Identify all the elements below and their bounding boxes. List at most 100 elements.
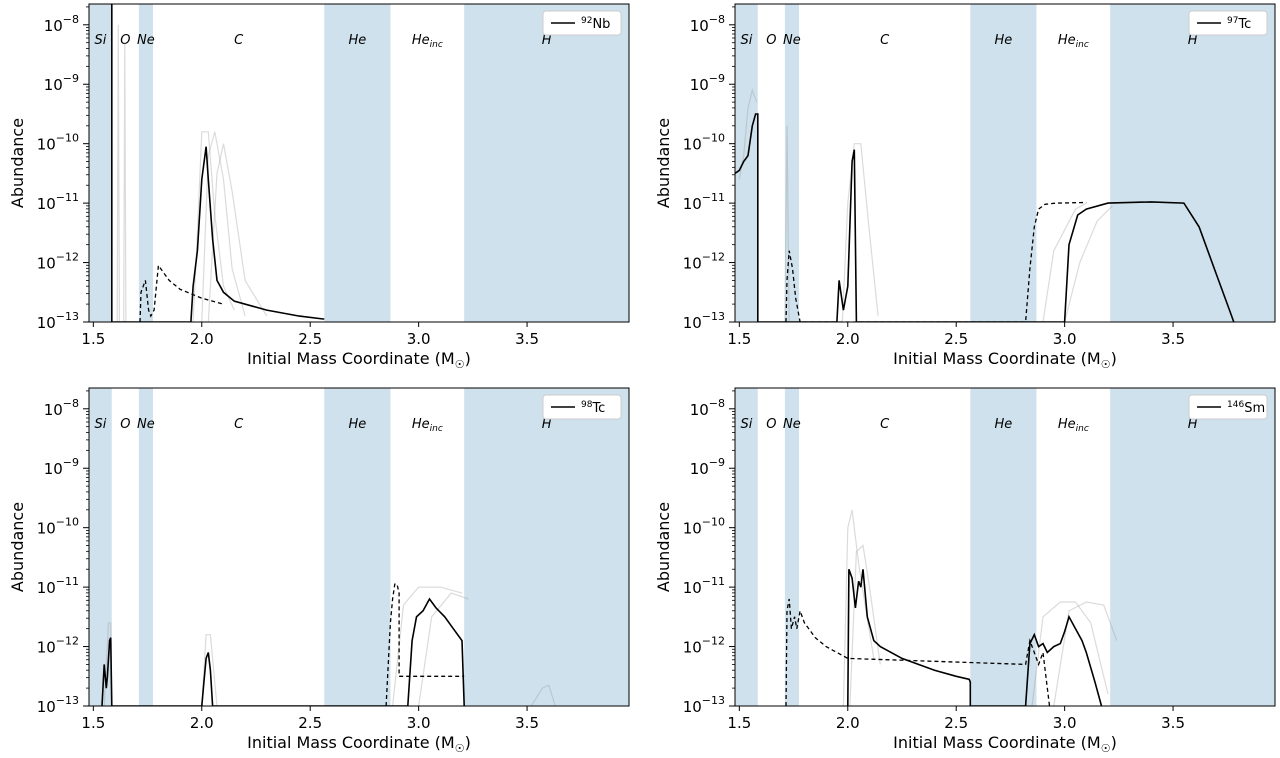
legend: 98Tc xyxy=(542,394,622,420)
x-tick-label: 1.5 xyxy=(727,330,751,348)
zone-label-1: O xyxy=(766,33,776,48)
zone-label-2: Ne xyxy=(783,417,801,432)
faint-line-2 xyxy=(1031,601,1109,706)
y-tick-label: 10−11 xyxy=(683,191,725,213)
faint-line-1 xyxy=(849,544,881,706)
y-axis-label: Abundance xyxy=(654,502,673,592)
zone-label-6: H xyxy=(1188,33,1198,48)
y-axis-label: Abundance xyxy=(8,502,27,592)
zone-label-2: Ne xyxy=(137,417,155,432)
legend: 146Sm xyxy=(1188,394,1268,420)
solid-line xyxy=(735,113,1235,322)
faint-line-3 xyxy=(418,592,469,706)
zone-label-6: H xyxy=(542,33,552,48)
zone-band-2 xyxy=(138,388,153,706)
y-tick-label: 10−9 xyxy=(44,456,79,478)
zone-band-4 xyxy=(970,4,1037,322)
x-tick-label: 2.0 xyxy=(190,714,214,732)
x-axis-label: Initial Mass Coordinate (M☉) xyxy=(247,733,471,755)
y-tick-label: 10−8 xyxy=(44,397,79,419)
faint-line-4 xyxy=(530,684,556,706)
faint-line-3 xyxy=(1053,601,1118,706)
zone-label-1: O xyxy=(766,417,776,432)
faint-line-1 xyxy=(201,131,246,322)
legend-label: 146Sm xyxy=(1227,400,1265,416)
legend: 92Nb xyxy=(542,10,622,36)
zone-band-0 xyxy=(735,4,758,322)
axes-frame xyxy=(734,387,1276,707)
x-tick-label: 3.0 xyxy=(407,714,431,732)
zone-label-1: O xyxy=(120,33,130,48)
zone-label-4: He xyxy=(348,417,366,432)
panel-146sm: Si O Ne C He Heinc H 1.5 2.0 2.5 3.0 3.5 10−8 10−9 10−… xyxy=(654,387,1276,755)
y-tick-label: 10−9 xyxy=(690,72,725,94)
y-tick-label: 10−8 xyxy=(690,397,725,419)
zone-band-2 xyxy=(784,4,799,322)
x-tick-label: 2.5 xyxy=(944,714,968,732)
faint-line-2 xyxy=(207,143,268,322)
zone-band-0 xyxy=(735,388,758,706)
y-tick-label: 10−13 xyxy=(37,310,79,332)
faint-line-3 xyxy=(116,24,120,322)
axes-frame xyxy=(88,387,630,707)
zone-band-6 xyxy=(1110,4,1275,322)
zone-label-0: Si xyxy=(94,417,106,432)
zone-label-2: Ne xyxy=(137,33,155,48)
legend-label: 92Nb xyxy=(581,16,610,32)
zone-label-3: C xyxy=(234,33,244,48)
faint-line-4 xyxy=(123,42,127,322)
faint-line-0 xyxy=(192,131,235,322)
y-tick-label: 10−12 xyxy=(37,635,79,657)
y-tick-label: 10−12 xyxy=(683,251,725,273)
legend-label: 98Tc xyxy=(581,400,605,416)
axes-frame xyxy=(734,3,1276,323)
legend-label: 97Tc xyxy=(1227,16,1251,32)
faint-line-1 xyxy=(841,143,879,322)
zone-label-3: C xyxy=(880,33,890,48)
zone-label-0: Si xyxy=(94,33,106,48)
faint-line-3 xyxy=(1064,205,1113,322)
x-tick-label: 1.5 xyxy=(727,714,751,732)
y-tick-label: 10−10 xyxy=(37,132,79,154)
zone-label-4: He xyxy=(348,33,366,48)
solid-line xyxy=(111,4,325,322)
solid-line xyxy=(101,597,465,706)
solid-line xyxy=(847,569,1103,706)
zone-label-5: Heinc xyxy=(412,33,443,50)
x-tick-label: 2.0 xyxy=(190,330,214,348)
zone-band-2 xyxy=(784,388,799,706)
x-tick-label: 1.5 xyxy=(81,714,105,732)
zone-band-2 xyxy=(138,4,153,322)
y-tick-label: 10−12 xyxy=(683,635,725,657)
faint-line-2 xyxy=(392,586,463,706)
y-tick-label: 10−11 xyxy=(683,575,725,597)
y-tick-label: 10−10 xyxy=(683,132,725,154)
zone-label-4: He xyxy=(994,417,1012,432)
zone-label-1: O xyxy=(120,417,130,432)
y-axis-label: Abundance xyxy=(654,118,673,208)
zone-label-0: Si xyxy=(740,417,752,432)
zone-band-0 xyxy=(89,388,112,706)
x-axis-label: Initial Mass Coordinate (M☉) xyxy=(893,733,1117,755)
zone-label-6: H xyxy=(1188,417,1198,432)
y-tick-label: 10−13 xyxy=(37,694,79,716)
axes-frame xyxy=(88,3,630,323)
faint-line-2 xyxy=(1042,202,1087,322)
zone-label-5: Heinc xyxy=(412,417,443,434)
dashed-line xyxy=(139,263,224,322)
zone-label-4: He xyxy=(994,33,1012,48)
y-tick-label: 10−13 xyxy=(683,310,725,332)
faint-line-1 xyxy=(201,634,218,706)
y-tick-label: 10−9 xyxy=(690,456,725,478)
y-axis-label: Abundance xyxy=(8,118,27,208)
zone-label-0: Si xyxy=(740,33,752,48)
x-axis-label: Initial Mass Coordinate (M☉) xyxy=(247,349,471,371)
x-tick-label: 3.0 xyxy=(1053,330,1077,348)
zone-band-0 xyxy=(89,4,112,322)
x-tick-label: 2.5 xyxy=(298,330,322,348)
y-tick-label: 10−11 xyxy=(37,575,79,597)
y-tick-label: 10−11 xyxy=(37,191,79,213)
x-tick-label: 2.0 xyxy=(836,714,860,732)
dashed-line xyxy=(385,583,465,706)
